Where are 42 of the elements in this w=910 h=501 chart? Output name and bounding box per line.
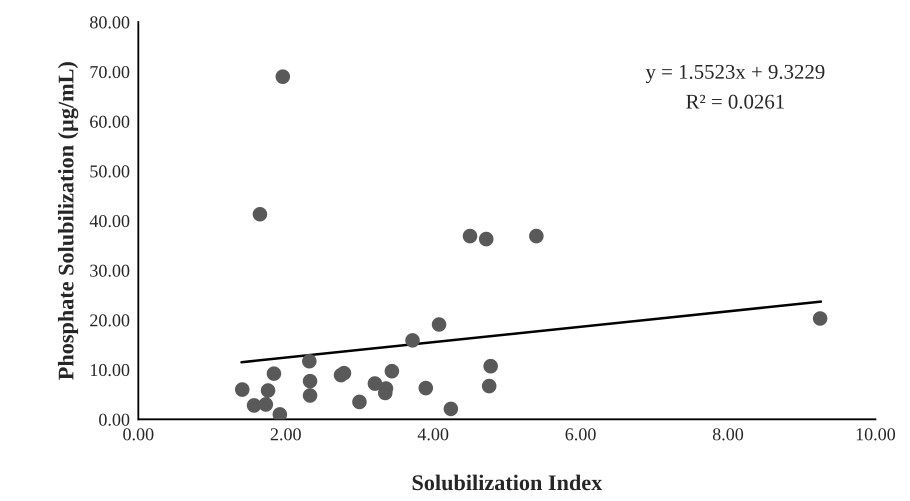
point xyxy=(302,354,317,369)
annotation: R² = 0.0261 xyxy=(686,94,784,109)
point xyxy=(384,364,400,378)
y-tick-label: 50.00 xyxy=(90,165,130,178)
point xyxy=(352,394,367,410)
y-tick-label: 40.00 xyxy=(90,214,130,228)
point xyxy=(368,376,382,391)
point xyxy=(444,402,458,416)
x-tick-label: 10.00 xyxy=(856,428,896,440)
x-tick-label: 0.00 xyxy=(123,428,154,440)
point xyxy=(234,382,250,397)
x-tick-label: 6.00 xyxy=(566,428,596,440)
point xyxy=(276,69,290,84)
point xyxy=(432,317,446,332)
point xyxy=(405,333,420,348)
point xyxy=(482,378,496,394)
y-tick-label: 60.00 xyxy=(90,116,130,128)
point xyxy=(478,232,494,246)
point xyxy=(462,228,478,244)
point xyxy=(260,383,276,398)
point xyxy=(529,228,544,244)
point xyxy=(812,311,828,326)
y-axis-title: Phosphate Solubilization (µg/mL) xyxy=(58,62,78,380)
x-axis-title: Solubilization Index xyxy=(412,474,602,490)
x-tick-label: 8.00 xyxy=(712,428,744,440)
x-tick-label: 4.00 xyxy=(418,428,448,440)
point xyxy=(418,380,434,396)
y-tick-label: 10.00 xyxy=(90,364,130,376)
y-tick-label: 30.00 xyxy=(90,264,130,277)
point xyxy=(336,366,352,380)
y-tick-label: 20.00 xyxy=(90,314,130,327)
point xyxy=(258,397,274,412)
annotation: y = 1.5523x + 9.3229 xyxy=(646,64,824,84)
point xyxy=(252,206,268,222)
x-tick-label: 2.00 xyxy=(270,428,301,440)
y-tick-label: 80.00 xyxy=(90,16,130,29)
point xyxy=(266,366,282,381)
point xyxy=(483,358,498,374)
point xyxy=(302,374,318,388)
point xyxy=(302,388,318,403)
y-tick-label: 70.00 xyxy=(90,66,130,78)
y-tick-label: 0.00 xyxy=(99,414,130,426)
